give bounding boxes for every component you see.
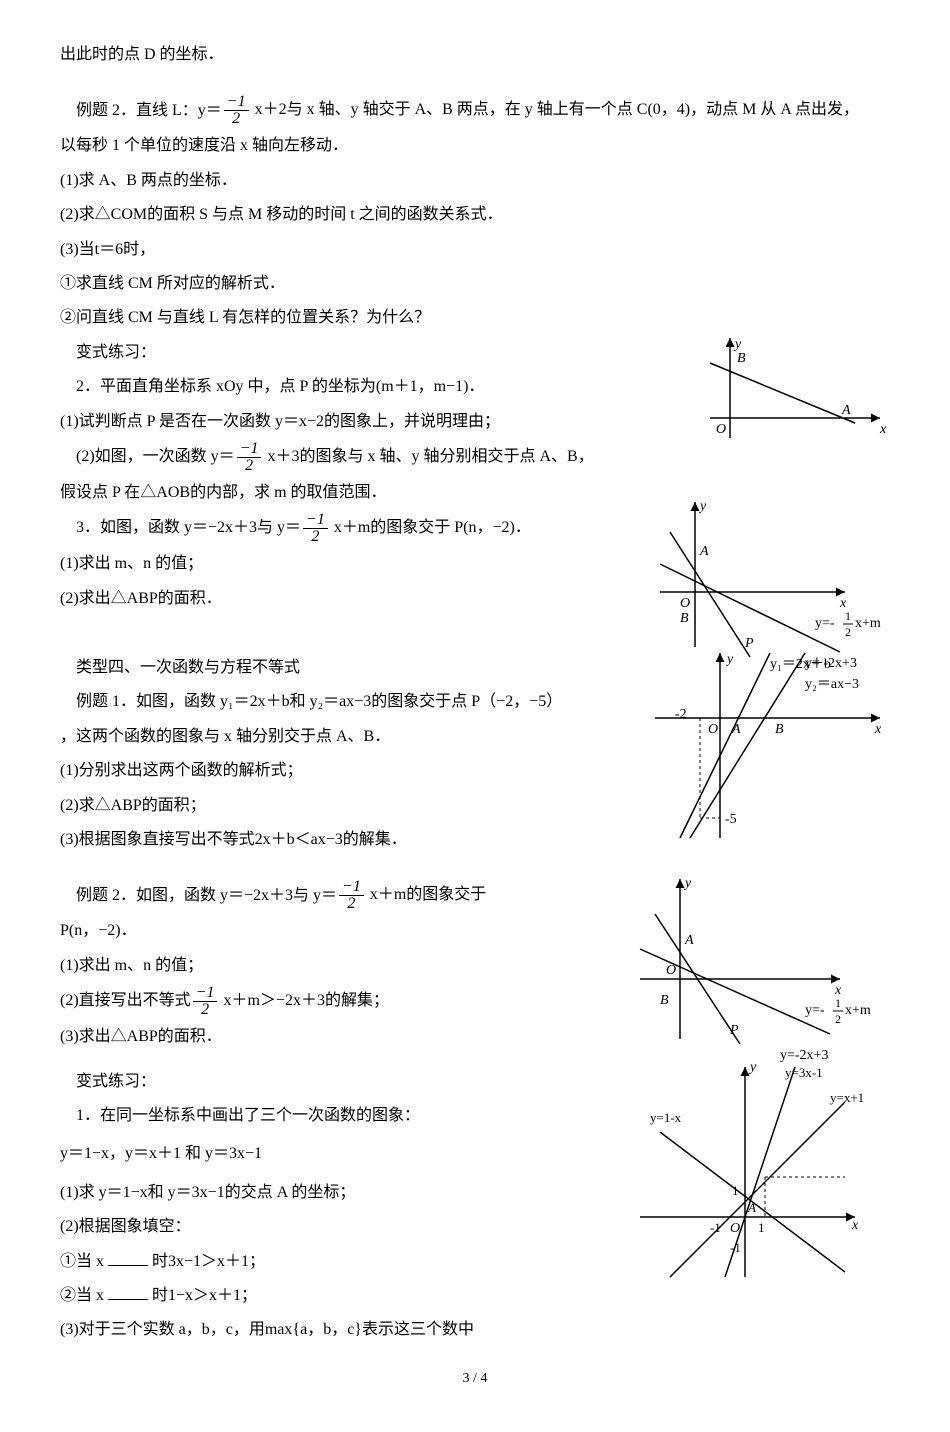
varF-q1: (1)求 y＝1−x和 y＝3x−1的交点 A 的坐标； — [60, 1178, 620, 1208]
ex2-q3a: ①求直线 CM 所对应的解析式． — [60, 269, 890, 299]
type4-ex2-q1: (1)求出 m、n 的值； — [60, 951, 620, 981]
svg-text:2: 2 — [845, 625, 851, 639]
svg-text:y₂＝ax−3: y₂＝ax−3 — [805, 677, 859, 692]
svg-text:1: 1 — [845, 609, 851, 623]
svg-text:A: A — [747, 1200, 756, 1215]
ex2-q2: (2)求△COM的面积 S 与点 M 移动的时间 t 之间的函数关系式． — [60, 200, 890, 230]
graph-1: y x O B A — [680, 328, 900, 448]
ex2-q3: (3)当t＝6时， — [60, 235, 890, 265]
svg-text:x+m: x+m — [845, 1003, 871, 1018]
svg-text:O: O — [666, 963, 676, 978]
type4-ex1-l2: ，这两个函数的图象与 x 轴分别交于点 A、B． — [60, 722, 620, 752]
varF-q2b: ②当 x 时1−x＞x＋1； — [60, 1281, 620, 1311]
svg-text:x: x — [851, 1218, 859, 1233]
type4-ex1-l1: 例题 1．如图，函数 y₁＝2x＋b和 y₂＝ax−3的图象交于点 P（−2，−… — [76, 687, 620, 717]
varF-header: 1．在同一坐标系中画出了三个一次函数的图象： — [76, 1101, 620, 1131]
varF-eq: y＝1−x，y＝x＋1 和 y＝3x−1 — [60, 1139, 620, 1169]
svg-text:x+m: x+m — [855, 616, 881, 631]
svg-text:y: y — [725, 652, 734, 667]
svg-text:O: O — [730, 1221, 740, 1236]
ex2-q1: (1)求 A、B 两点的坐标． — [60, 166, 890, 196]
var2-q1: (1)试判断点 P 是否在一次函数 y＝x−2的图象上，并说明理由； — [60, 407, 620, 437]
svg-text:B: B — [775, 722, 784, 737]
svg-text:y: y — [698, 499, 707, 514]
svg-text:2: 2 — [835, 1012, 841, 1026]
graph-3: y x O A B -2 y₁＝2x＋b y₂＝ax−3 -5 — [650, 648, 910, 848]
type4-ex2-q3: (3)求出△ABP的面积． — [60, 1022, 620, 1052]
svg-text:y=-: y=- — [805, 1003, 825, 1018]
svg-text:1: 1 — [732, 1183, 739, 1198]
var3-header: 3．如图，函数 y＝−2x＋3与 y＝−12 x＋m的图象交于 P(n，−2)． — [60, 512, 620, 545]
ex2-l2: 以每秒 1 个单位的速度沿 x 轴向左移动． — [60, 131, 890, 161]
page-number: 3 / 4 — [60, 1366, 890, 1393]
graph-5: y x O A 1 1 -1 -1 y=3x-1 y=x+1 y=1-x — [630, 1057, 890, 1287]
svg-text:B: B — [680, 611, 689, 626]
svg-text:-2: -2 — [675, 707, 687, 722]
varF-q3: (3)对于三个实数 a，b，c，用max{a，b，c}表示这三个数中 — [60, 1315, 620, 1345]
g1-B: B — [737, 351, 746, 366]
blank-input-1[interactable] — [108, 1249, 148, 1266]
svg-text:y: y — [683, 876, 692, 891]
var-prac-label-2: 变式练习： — [76, 1067, 620, 1097]
svg-text:1: 1 — [758, 1220, 765, 1235]
varF-q2a: ①当 x 时3x−1＞x＋1； — [60, 1247, 620, 1277]
ex2-header-post: x＋2与 x 轴、y 轴交于 A、B 两点，在 y 轴上有一个点 C(0，4)，… — [251, 102, 859, 119]
type4-ex2-q2: (2)直接写出不等式−12 x＋m＞−2x＋3的解集； — [60, 985, 620, 1018]
svg-text:-5: -5 — [725, 812, 737, 827]
type4-q3: (3)根据图象直接写出不等式2x＋b＜ax−3的解集． — [60, 825, 620, 855]
svg-text:A: A — [731, 722, 741, 737]
svg-text:1: 1 — [835, 996, 841, 1010]
type4-header: 类型四、一次函数与方程不等式 — [76, 653, 620, 683]
type4-ex2-header: 例题 2．如图，函数 y＝−2x＋3与 y＝−12 x＋m的图象交于 — [60, 879, 620, 912]
svg-text:O: O — [680, 596, 690, 611]
ex2-header: 例题 2．直线 L：y＝−12 x＋2与 x 轴、y 轴交于 A、B 两点，在 … — [60, 94, 890, 127]
g1-A: A — [841, 403, 851, 418]
type4-q1: (1)分别求出这两个函数的解析式； — [60, 756, 620, 786]
ex2-header-pre: 例题 2．直线 L：y＝ — [76, 102, 222, 119]
svg-text:y₁＝2x＋b: y₁＝2x＋b — [770, 657, 831, 672]
varF-q2: (2)根据图象填空： — [60, 1212, 620, 1242]
first-line: 出此时的点 D 的坐标． — [60, 40, 890, 70]
type4-ex2-l2: P(n，−2)． — [60, 916, 620, 946]
g1-O: O — [716, 422, 726, 437]
frac-ex2: −12 — [224, 94, 249, 127]
g1-xl: x — [879, 422, 887, 437]
blank-input-2[interactable] — [108, 1283, 148, 1300]
svg-text:x: x — [874, 722, 882, 737]
svg-text:y=-: y=- — [815, 616, 835, 631]
var2-q2b: 假设点 P 在△AOB的内部，求 m 的取值范围． — [60, 478, 620, 508]
svg-text:y=3x-1: y=3x-1 — [785, 1065, 823, 1080]
type4-q2: (2)求△ABP的面积； — [60, 791, 620, 821]
svg-text:y=x+1: y=x+1 — [830, 1090, 864, 1105]
svg-text:y=1-x: y=1-x — [650, 1110, 682, 1125]
svg-text:-1: -1 — [710, 1220, 721, 1235]
svg-text:O: O — [708, 722, 718, 737]
svg-text:A: A — [684, 933, 694, 948]
graph-4: y x O A B P y=- 1 2 x+m y=-2x+3 — [630, 869, 910, 1069]
g1-yl: y — [733, 337, 742, 352]
svg-text:-1: -1 — [730, 1240, 741, 1255]
var2-header: 2．平面直角坐标系 xOy 中，点 P 的坐标为(m＋1，m−1)． — [76, 372, 620, 402]
var3-q2: (2)求出△ABP的面积． — [60, 584, 620, 614]
var3-q1: (1)求出 m、n 的值； — [60, 549, 620, 579]
svg-text:A: A — [699, 544, 709, 559]
svg-text:P: P — [729, 1023, 739, 1038]
svg-text:y: y — [748, 1060, 757, 1075]
var-prac-label-1: 变式练习： — [76, 338, 620, 368]
svg-text:B: B — [660, 993, 669, 1008]
var2-q2: (2)如图，一次函数 y＝−12 x＋3的图象与 x 轴、y 轴分别相交于点 A… — [60, 441, 620, 474]
